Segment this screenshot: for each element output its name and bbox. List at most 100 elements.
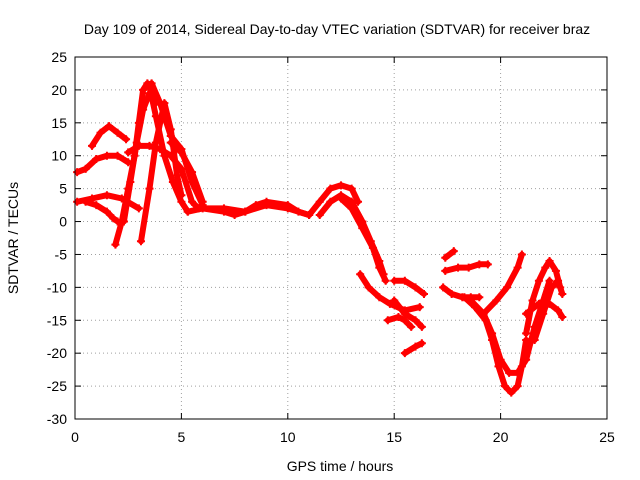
data-point-marker — [488, 329, 497, 338]
series-track-27 — [467, 277, 553, 376]
data-point-marker — [347, 184, 356, 193]
data-point-marker — [126, 178, 135, 187]
x-tick-label: 5 — [178, 429, 186, 445]
data-point-marker — [113, 128, 122, 137]
data-point-marker — [417, 322, 426, 331]
data-point-marker — [375, 257, 384, 266]
data-point-marker — [81, 197, 90, 206]
data-point-marker — [390, 276, 399, 285]
data-point-marker — [496, 355, 505, 364]
data-point-marker — [554, 276, 563, 285]
data-point-marker — [530, 336, 539, 345]
data-point-marker — [411, 316, 420, 325]
series-track-14 — [306, 182, 361, 218]
data-point-marker — [545, 299, 554, 308]
x-tick-label: 0 — [71, 429, 79, 445]
data-point-marker — [415, 303, 424, 312]
data-point-marker — [460, 293, 469, 302]
y-tick-label: -5 — [55, 246, 68, 262]
tick-layer: 0 5 10 15 20 25 25 20 15 10 5 0 -5 -10 -15 -20 -25 -30 — [47, 49, 615, 445]
data-point-marker — [545, 257, 554, 266]
data-point-marker — [534, 276, 543, 285]
data-point-marker — [419, 289, 428, 298]
data-point-marker — [73, 168, 82, 177]
data-point-marker — [475, 293, 484, 302]
data-point-marker — [160, 151, 169, 160]
data-point-marker — [449, 247, 458, 256]
y-tick-label: 10 — [51, 148, 67, 164]
data-point-marker — [337, 194, 345, 203]
data-point-marker — [366, 237, 375, 246]
data-point-marker — [466, 296, 475, 305]
data-point-marker — [337, 181, 345, 190]
y-tick-label: -20 — [47, 345, 67, 361]
data-point-marker — [177, 148, 186, 157]
data-point-marker — [122, 135, 131, 144]
series-track-13 — [195, 202, 313, 218]
series-track-23 — [442, 248, 457, 261]
data-point-marker — [507, 388, 516, 397]
data-point-marker — [513, 263, 522, 272]
data-point-marker — [124, 148, 133, 157]
data-point-marker — [534, 299, 543, 308]
x-axis-label: GPS time / hours — [287, 458, 394, 474]
data-point-marker — [411, 342, 420, 351]
data-point-marker — [558, 312, 567, 321]
data-point-marker — [400, 309, 409, 318]
data-point-marker — [315, 210, 324, 219]
data-point-marker — [513, 382, 522, 391]
data-point-marker — [505, 368, 514, 377]
chart-title: Day 109 of 2014, Sidereal Day-to-day VTE… — [84, 21, 590, 37]
data-point-marker — [364, 283, 373, 292]
data-point-marker — [147, 79, 156, 88]
data-point-marker — [390, 296, 399, 305]
y-tick-label: 15 — [51, 115, 67, 131]
data-point-marker — [139, 105, 148, 114]
data-point-marker — [96, 128, 105, 137]
data-point-marker — [439, 283, 448, 292]
data-point-marker — [177, 197, 186, 206]
y-tick-label: -15 — [47, 312, 67, 328]
y-tick-label: 0 — [59, 214, 67, 230]
plot-frame — [74, 56, 608, 420]
data-point-marker — [541, 263, 550, 272]
data-point-marker — [483, 260, 492, 269]
data-point-marker — [156, 99, 165, 108]
data-point-marker — [168, 178, 177, 187]
data-point-marker — [547, 283, 556, 292]
data-point-marker — [479, 309, 488, 318]
data-point-marker — [283, 204, 292, 213]
y-tick-label: -10 — [47, 279, 67, 295]
y-tick-label: 5 — [59, 181, 67, 197]
data-point-marker — [554, 306, 563, 315]
data-point-marker — [492, 296, 501, 305]
y-tick-label: -30 — [47, 411, 67, 427]
data-point-marker — [136, 237, 145, 246]
series-track-09 — [146, 83, 191, 215]
data-point-marker — [105, 122, 114, 131]
data-point-marker — [173, 171, 182, 180]
data-point-marker — [441, 266, 450, 275]
data-point-marker — [88, 141, 97, 150]
y-tick-label: 20 — [51, 82, 67, 98]
data-point-marker — [119, 217, 128, 226]
data-point-marker — [356, 270, 365, 279]
data-point-marker — [134, 141, 143, 150]
data-point-marker — [102, 207, 111, 216]
data-point-marker — [194, 204, 203, 213]
y-tick-label: 25 — [51, 49, 67, 65]
data-point-marker — [522, 355, 531, 364]
y-tick-label: -25 — [47, 378, 67, 394]
data-point-marker — [394, 312, 403, 321]
data-point-marker — [522, 309, 531, 318]
data-point-marker — [183, 207, 192, 216]
data-point-marker — [407, 322, 416, 331]
data-point-marker — [464, 263, 473, 272]
data-point-marker — [385, 299, 394, 308]
data-point-marker — [305, 210, 314, 219]
data-point-marker — [151, 112, 160, 121]
x-tick-label: 20 — [493, 429, 509, 445]
data-point-marker — [92, 201, 101, 210]
